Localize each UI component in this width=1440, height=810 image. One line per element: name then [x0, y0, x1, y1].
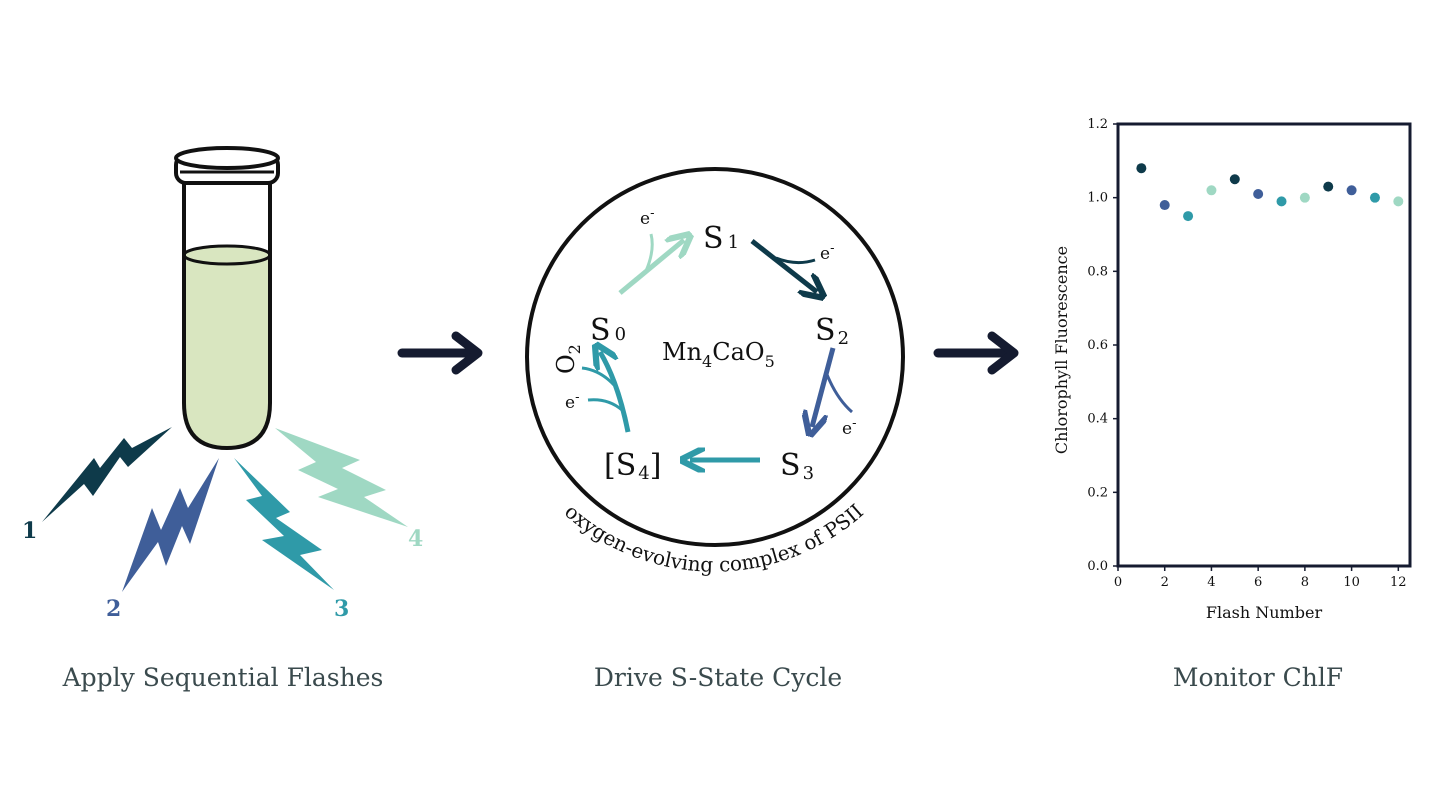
x-axis-label: Flash Number — [1206, 603, 1323, 622]
chlf-chart: 0.0 0.2 0.4 0.6 0.8 1.0 1.2 0 2 4 6 8 10 12 Flash Nu… — [1052, 117, 1412, 692]
electron-branch-s2-s3 — [824, 371, 853, 414]
electron-branch-s4-s0 — [587, 398, 623, 412]
data-point — [1346, 185, 1357, 196]
data-point — [1206, 185, 1217, 196]
tube-opening — [174, 146, 280, 170]
data-point — [1183, 211, 1194, 222]
data-point — [1253, 188, 1264, 199]
flash-number-2: 2 — [106, 596, 121, 622]
arrow-s4-s0 — [600, 352, 631, 433]
flow-arrow-left — [397, 331, 483, 375]
y-tick-label: 0.6 — [1087, 338, 1108, 353]
x-tick-label: 6 — [1254, 575, 1262, 590]
data-point — [1136, 163, 1147, 174]
liquid-surface — [182, 244, 272, 266]
data-point — [1229, 174, 1240, 185]
y-tick-label: 0.2 — [1087, 485, 1108, 500]
state-s4: [S 4] — [604, 448, 661, 484]
arrow-s0-s1 — [618, 240, 684, 295]
oec-circle — [525, 167, 905, 547]
data-point — [1159, 200, 1170, 211]
electron-label-s1-s2: e- — [820, 241, 834, 264]
caption-left: Apply Sequential Flashes — [62, 663, 384, 692]
x-tick-label: 12 — [1390, 575, 1407, 590]
flash-number-1: 1 — [22, 518, 37, 544]
mn-cluster-label: Mn4CaO5 — [662, 338, 775, 371]
flow-arrow-right — [933, 331, 1019, 375]
oxygen-label: O2 — [552, 344, 584, 374]
flash-number-3: 3 — [334, 596, 349, 622]
y-tick-label: 1.2 — [1087, 117, 1108, 132]
y-tick-label: 0.0 — [1087, 559, 1108, 574]
tube-liquid — [184, 258, 270, 448]
y-tick-label: 1.0 — [1087, 191, 1108, 206]
oxygen-branch-s4-s0 — [581, 366, 616, 387]
arrow-s1-s2 — [750, 239, 817, 292]
data-point — [1393, 196, 1404, 207]
tube-body — [182, 180, 272, 451]
caption-middle: Drive S-State Cycle — [594, 663, 842, 692]
electron-branch-s0-s1 — [644, 233, 654, 272]
electron-label-s2-s3: e- — [842, 416, 856, 439]
flash-bolt-2 — [122, 458, 219, 592]
x-tick-label: 2 — [1161, 575, 1169, 590]
data-point — [1369, 192, 1380, 203]
plot-frame — [1116, 122, 1412, 568]
data-points — [1136, 163, 1404, 222]
data-point — [1276, 196, 1287, 207]
x-tick-label: 4 — [1207, 575, 1215, 590]
data-point — [1299, 192, 1310, 203]
flash-bolt-4 — [275, 428, 408, 527]
x-tick-label: 10 — [1343, 575, 1360, 590]
flash-bolt-3 — [234, 458, 334, 590]
electron-branch-s1-s2 — [775, 256, 816, 265]
data-point — [1323, 181, 1334, 192]
y-axis-ticks: 0.0 0.2 0.4 0.6 0.8 1.0 1.2 — [1087, 117, 1118, 574]
y-axis-label: Chlorophyll Fluorescence — [1052, 246, 1071, 454]
electron-label-s0-s1: e- — [640, 206, 654, 229]
test-tube-panel: 1 2 3 4 Apply Sequential Flashes — [22, 146, 423, 692]
y-tick-label: 0.4 — [1087, 412, 1108, 427]
flash-bolt-1 — [42, 427, 172, 522]
x-tick-label: 8 — [1301, 575, 1309, 590]
electron-label-s4-s0: e- — [565, 390, 579, 413]
flash-number-4: 4 — [408, 526, 423, 552]
arrow-s2-s3 — [812, 347, 836, 427]
y-tick-label: 0.8 — [1087, 264, 1108, 279]
caption-right: Monitor ChlF — [1173, 663, 1343, 692]
x-tick-label: 0 — [1114, 575, 1122, 590]
x-axis-ticks: 0 2 4 6 8 10 12 — [1114, 566, 1407, 590]
